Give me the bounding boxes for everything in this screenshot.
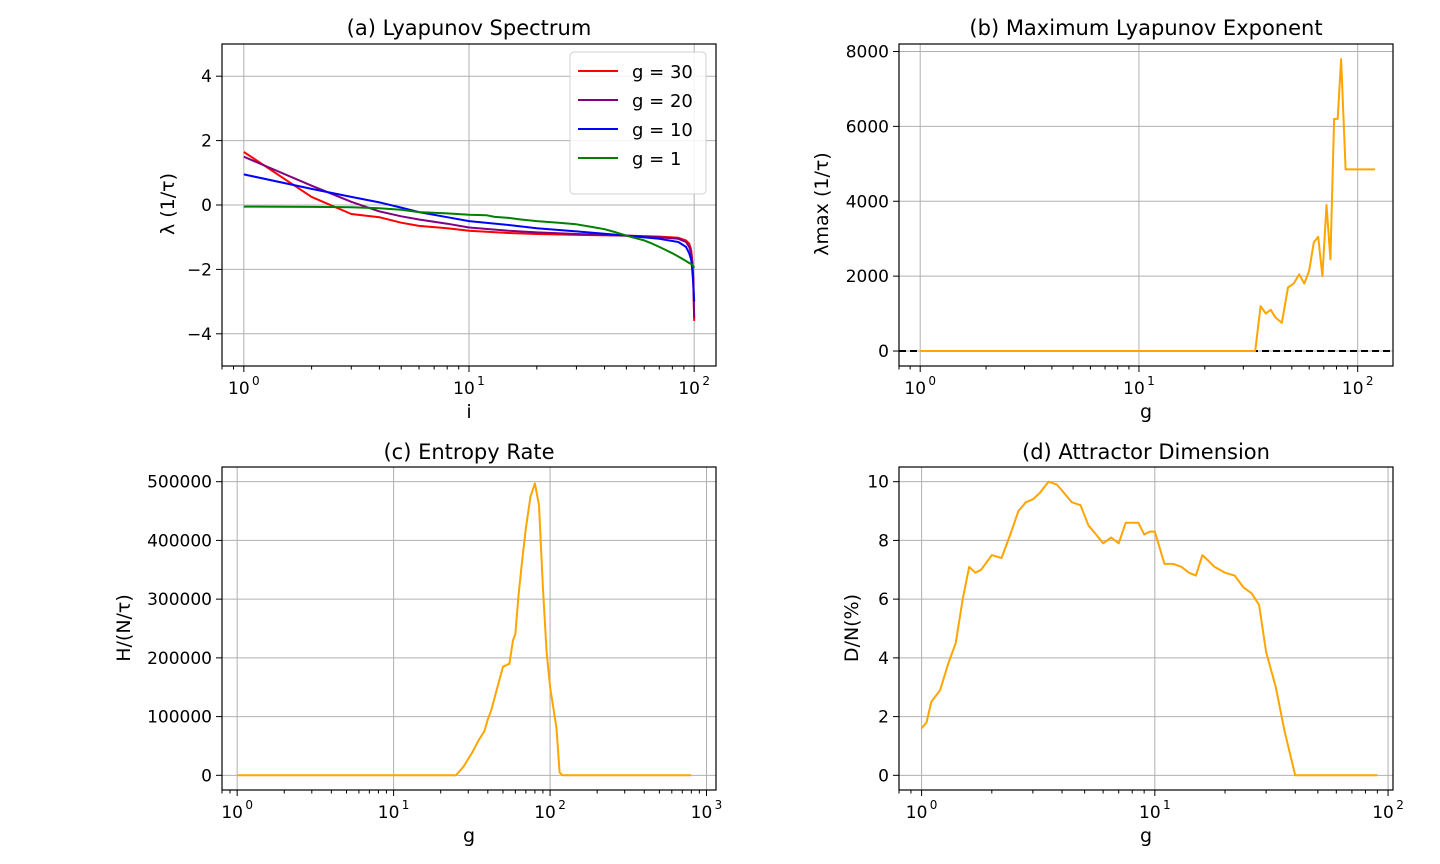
y-axis-label: λ (1/τ): [157, 173, 179, 235]
legend-label: g = 20: [632, 91, 693, 112]
x-tick-exponent: 3: [715, 798, 723, 812]
legend-label: g = 30: [632, 62, 693, 83]
y-tick-label: 8000: [846, 42, 889, 62]
series-line-1: [243, 155, 696, 318]
panel-lyapunov-spectrum: (a) Lyapunov Spectrum i λ (1/τ) 4 2 0 −2 −4 1…: [157, 16, 717, 423]
y-tick-label: 0: [201, 196, 212, 216]
y-tick-label: 400000: [147, 531, 212, 551]
x-tick-label: 10: [678, 379, 700, 399]
y-axis-label: D/N(%): [841, 594, 863, 662]
y-tick-label: 100000: [147, 708, 212, 728]
y-tick-label: −4: [187, 325, 212, 345]
x-tick-label: 10: [904, 379, 926, 399]
chart-title: (c) Entropy Rate: [383, 440, 554, 464]
x-tick-exponent: 0: [930, 798, 938, 812]
legend-label: g = 10: [632, 120, 693, 141]
x-tick-exponent: 1: [402, 798, 410, 812]
x-axis-label: i: [466, 401, 471, 423]
plot-frame: [898, 466, 1394, 791]
x-tick-exponent: 2: [1396, 798, 1404, 812]
x-tick-exponent: 2: [702, 374, 710, 388]
y-tick-label: 4: [878, 649, 889, 669]
y-tick-label: 300000: [147, 590, 212, 610]
y-tick-label: 0: [878, 766, 889, 786]
legend-label: g = 1: [632, 149, 681, 170]
x-tick-label: 10: [228, 379, 250, 399]
x-tick-exponent: 0: [245, 798, 253, 812]
y-tick-label: 4: [201, 67, 212, 87]
panel-entropy-rate: (c) Entropy Rate g H/(N/τ) 500000 400000 3…: [113, 440, 722, 847]
x-axis-label: g: [1140, 825, 1152, 847]
x-tick-label: 10: [1372, 803, 1394, 823]
x-axis-label: g: [463, 825, 475, 847]
panel-attractor-dimension: (d) Attractor Dimension g D/N(%) 1086420…: [841, 440, 1404, 847]
panel-max-lyapunov-exponent: (b) Maximum Lyapunov Exponent g λmax (1/…: [811, 16, 1394, 423]
x-tick-exponent: 0: [252, 374, 260, 388]
y-tick-label: 200000: [147, 649, 212, 669]
plot-frame: [221, 466, 717, 791]
series-line-2: [243, 173, 696, 302]
x-tick-label: 10: [691, 803, 713, 823]
series-line-3: [243, 205, 696, 269]
x-tick-label: 10: [221, 803, 243, 823]
y-tick-label: 500000: [147, 473, 212, 493]
x-tick-exponent: 2: [558, 798, 566, 812]
x-tick-label: 10: [1139, 803, 1161, 823]
y-tick-label: 0: [201, 766, 212, 786]
y-tick-label: 6: [878, 590, 889, 610]
y-axis-label: H/(N/τ): [113, 594, 135, 662]
chart-title: (a) Lyapunov Spectrum: [347, 16, 592, 40]
x-tick-label: 10: [453, 379, 475, 399]
x-tick-label: 10: [1342, 379, 1364, 399]
y-tick-label: 4000: [846, 192, 889, 212]
x-axis-label: g: [1140, 401, 1152, 423]
chart-title: (b) Maximum Lyapunov Exponent: [969, 16, 1322, 40]
y-tick-label: 10: [867, 473, 889, 493]
y-tick-label: 2: [878, 708, 889, 728]
x-tick-exponent: 1: [1147, 374, 1155, 388]
chart-title: (d) Attractor Dimension: [1022, 440, 1270, 464]
series-line-0: [237, 482, 692, 777]
y-tick-label: 2000: [846, 267, 889, 287]
y-tick-label: −2: [187, 260, 212, 280]
y-axis-label: λmax (1/τ): [811, 152, 833, 255]
x-tick-exponent: 0: [928, 374, 936, 388]
plot-frame: [898, 43, 1394, 367]
series-line-0: [920, 480, 1378, 777]
x-tick-label: 10: [1123, 379, 1145, 399]
y-tick-label: 8: [878, 531, 889, 551]
y-tick-label: 6000: [846, 117, 889, 137]
x-tick-label: 10: [906, 803, 928, 823]
y-tick-label: 0: [878, 342, 889, 362]
x-tick-exponent: 1: [1163, 798, 1171, 812]
y-tick-label: 2: [201, 132, 212, 152]
x-tick-exponent: 2: [1366, 374, 1374, 388]
x-tick-exponent: 1: [477, 374, 485, 388]
x-tick-label: 10: [378, 803, 400, 823]
series-line-0: [920, 58, 1375, 352]
x-tick-label: 10: [534, 803, 556, 823]
